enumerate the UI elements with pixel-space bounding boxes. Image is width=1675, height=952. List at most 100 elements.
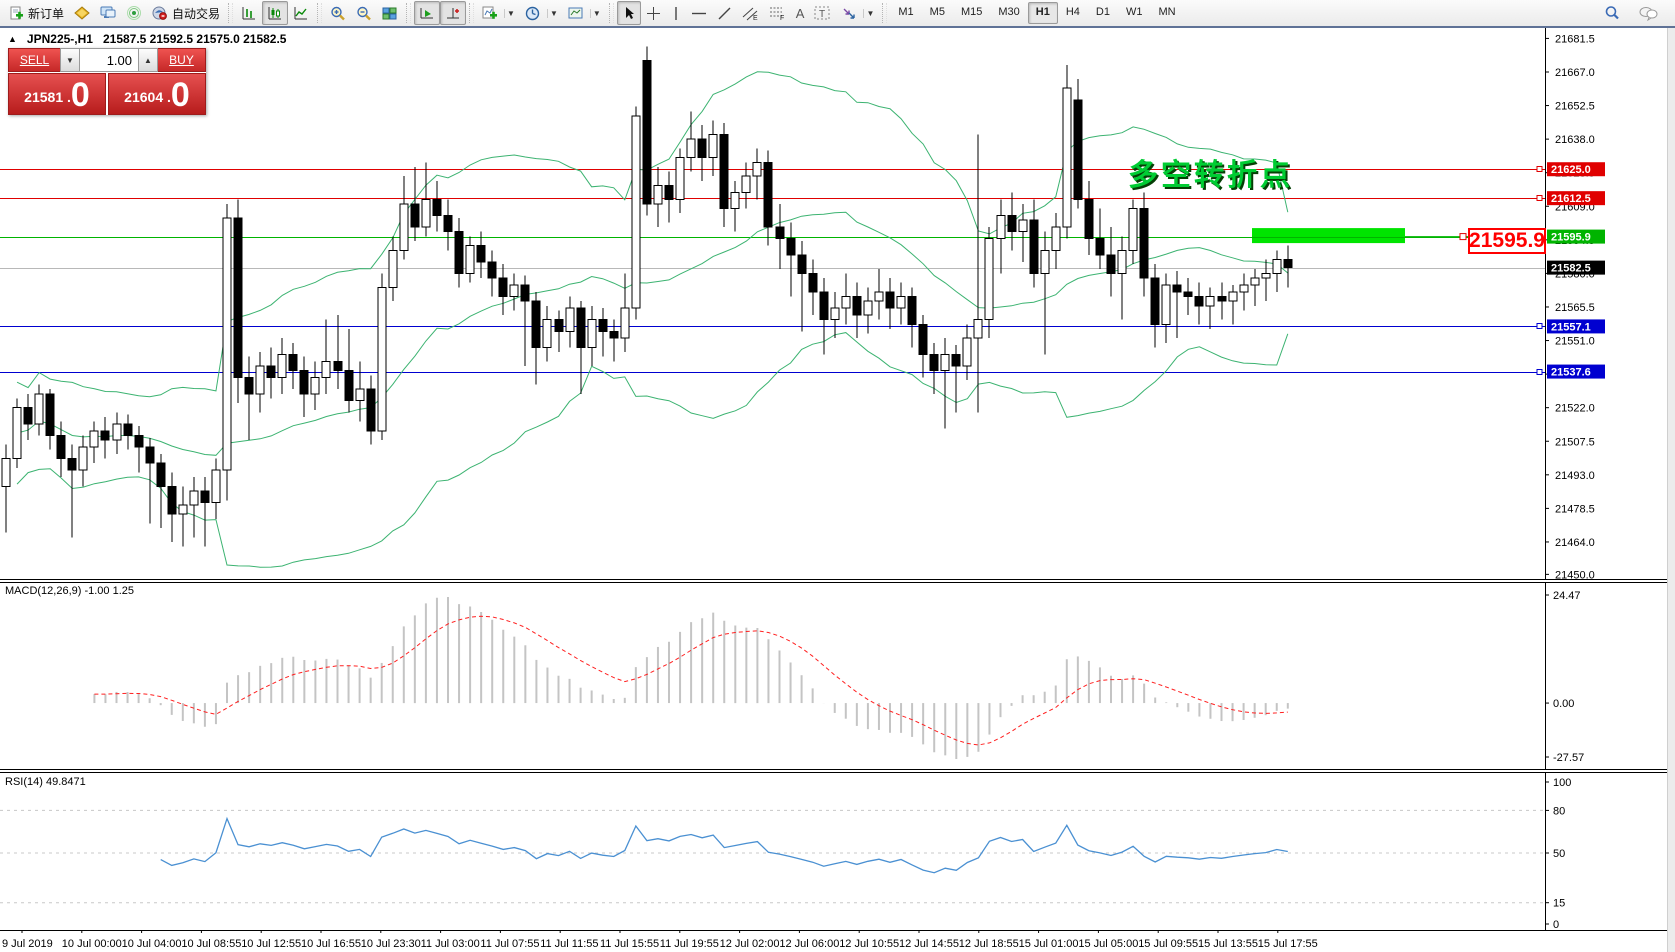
sell-price-button[interactable]: 21581 .0 [8,73,106,115]
auto-trading-label: 自动交易 [172,6,221,21]
toolbar-separator [317,3,323,23]
price-tag-label[interactable]: 21595.9 [1468,228,1546,254]
svg-text:21667.0: 21667.0 [1555,67,1595,79]
rsi-indicator-label: RSI(14) 49.8471 [5,776,86,788]
templates-icon [568,6,584,21]
dropdown-caret-icon[interactable]: ▼ [589,8,601,18]
new-order-button[interactable]: 新订单 [4,1,69,25]
search-button[interactable] [1599,1,1625,25]
arrows-button[interactable]: ▼ [836,1,879,25]
macd-signal-line [94,615,1288,746]
timeframe-m15-button[interactable]: M15 [960,6,983,18]
fibonacci-button[interactable]: F [764,1,791,25]
trendline-button[interactable] [712,1,737,25]
svg-text:10 Jul 23:30: 10 Jul 23:30 [361,938,421,950]
volume-input[interactable] [80,48,138,72]
sell-button[interactable]: SELL [8,48,60,72]
horizontal-line-button[interactable] [686,1,712,25]
toolbar-separator [469,3,475,23]
svg-text:21493.0: 21493.0 [1555,470,1595,482]
dropdown-caret-icon[interactable]: ▼ [546,8,558,18]
dropdown-caret-icon[interactable]: ▼ [863,8,874,18]
macd-indicator-label: MACD(12,26,9) -1.00 1.25 [5,585,135,597]
timeframe-mn-button[interactable]: MN [1158,6,1176,18]
svg-text:21681.5: 21681.5 [1555,33,1595,45]
text-label-button[interactable]: T [809,1,836,25]
sell-price-main: 21581 . [24,89,71,105]
collapse-panel-toggle[interactable]: ▲ [8,34,17,44]
bollinger-lower-band [16,332,1289,568]
toolbar-separator [882,3,888,23]
vertical-line-button[interactable] [666,1,686,25]
main-toolbar: 新订单 自动交易 [0,0,1675,28]
svg-text:21638.0: 21638.0 [1555,134,1595,146]
svg-text:100: 100 [1553,777,1571,789]
tile-windows-button[interactable] [377,1,403,25]
periods-button[interactable]: ▼ [520,1,563,25]
timeframe-m5-button[interactable]: M5 [929,6,945,18]
add-indicator-button[interactable]: ▼ [477,1,520,25]
svg-text:15 Jul 05:00: 15 Jul 05:00 [1078,938,1138,950]
svg-text:-27.57: -27.57 [1553,752,1584,764]
signal-icon [126,6,142,20]
timeframe-m1-button[interactable]: M1 [898,6,914,18]
svg-text:21537.6: 21537.6 [1551,367,1591,379]
text-button[interactable]: A [791,1,810,25]
arrows-icon [841,6,857,21]
volume-decrease-button[interactable]: ▼ [60,48,80,72]
signal-button[interactable] [121,1,147,25]
svg-text:21612.5: 21612.5 [1551,193,1591,205]
timeframe-h1-button[interactable]: H1 [1027,2,1058,24]
svg-text:21551.0: 21551.0 [1555,336,1595,348]
zoom-in-button[interactable] [325,1,351,25]
candlestick-chart-icon [267,6,283,21]
auto-scroll-icon [419,6,435,21]
buy-button[interactable]: BUY [158,48,206,72]
chart-shift-button[interactable] [440,1,467,25]
svg-text:80: 80 [1553,805,1565,817]
svg-text:10 Jul 08:55: 10 Jul 08:55 [181,938,241,950]
svg-text:21478.5: 21478.5 [1555,503,1595,515]
crosshair-button[interactable] [641,1,666,25]
chat-button[interactable] [1633,1,1663,25]
profile-icon [74,6,90,20]
templates-button[interactable]: ▼ [563,1,606,25]
zoom-out-button[interactable] [351,1,377,25]
chart-annotation-text[interactable]: 多空转折点 [1128,159,1293,192]
equidistant-channel-button[interactable]: E [737,1,764,25]
svg-text:10 Jul 16:55: 10 Jul 16:55 [301,938,361,950]
line-handle[interactable] [1536,166,1543,172]
trade-panel-top-row: SELL ▼ ▲ BUY [8,48,206,72]
price-axis[interactable]: 21681.521667.021652.521638.021623.521609… [1545,33,1605,581]
line-handle[interactable] [1536,195,1543,201]
dropdown-caret-icon[interactable]: ▼ [504,8,515,18]
candlestick-chart-button[interactable] [262,1,289,25]
timeframe-m30-button[interactable]: M30 [998,6,1020,18]
highlight-rectangle[interactable] [1252,228,1405,244]
market-watch-button[interactable] [95,1,121,25]
toolbar-group-zoom [325,0,403,26]
cursor-button[interactable] [616,1,641,25]
time-axis[interactable]: 9 Jul 2019 10 Jul 00:00 10 Jul 04:00 10 Jul… [2,930,1318,950]
line-handle[interactable] [1536,323,1543,329]
auto-trading-button[interactable]: 自动交易 [147,1,225,25]
auto-trading-icon [152,6,168,20]
toolbar-group-right [1599,1,1671,25]
bar-chart-button[interactable] [236,1,262,25]
profile-button[interactable] [69,1,95,25]
line-chart-button[interactable] [288,1,314,25]
svg-text:12 Jul 10:55: 12 Jul 10:55 [839,938,899,950]
line-handle[interactable] [1536,369,1543,375]
timeframe-w1-button[interactable]: W1 [1125,6,1143,18]
timeframe-h4-button[interactable]: H4 [1065,6,1080,18]
auto-scroll-button[interactable] [414,1,441,25]
volume-increase-button[interactable]: ▲ [138,48,158,72]
bar-chart-icon [241,6,257,21]
buy-price-button[interactable]: 21604 .0 [108,73,206,115]
search-icon [1604,5,1620,21]
svg-text:F: F [780,15,784,21]
timeframe-d1-button[interactable]: D1 [1095,6,1110,18]
